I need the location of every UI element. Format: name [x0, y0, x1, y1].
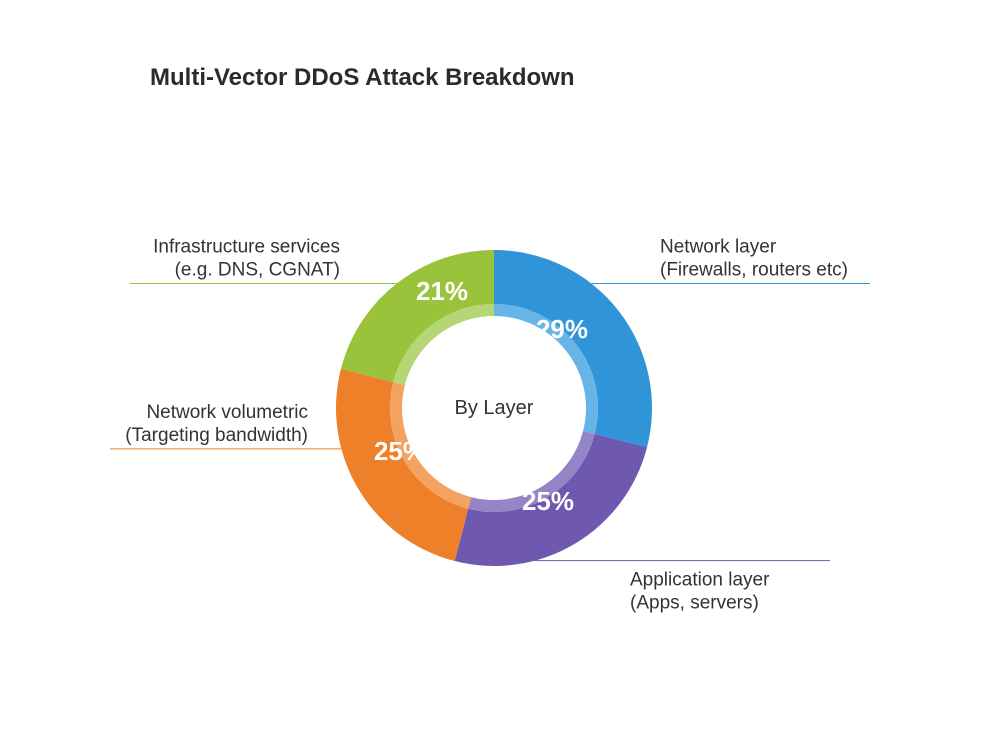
donut-chart: By Layer 29% 25% 25% 21% Network layer(Firewa…: [0, 0, 987, 744]
pct-label-network-volumetric: 25%: [374, 436, 426, 466]
callout-application-layer-line1: (Apps, servers): [630, 593, 759, 614]
callout-network-volumetric-line1: (Targeting bandwidth): [125, 425, 308, 446]
callout-application-layer-line0: Application layer: [630, 570, 770, 591]
pct-label-network-layer: 29%: [536, 314, 588, 344]
callout-infrastructure-services-line1: (e.g. DNS, CGNAT): [175, 259, 340, 280]
callout-network-layer-line0: Network layer: [660, 237, 777, 258]
callout-network-volumetric-line0: Network volumetric: [146, 402, 308, 423]
callout-infrastructure-services-line0: Infrastructure services: [153, 237, 340, 258]
pct-label-application-layer: 25%: [522, 486, 574, 516]
callout-network-layer-line1: (Firewalls, routers etc): [660, 259, 848, 280]
center-label: By Layer: [455, 397, 534, 419]
pct-label-infrastructure-services: 21%: [416, 276, 468, 306]
chart-title: Multi-Vector DDoS Attack Breakdown: [150, 64, 575, 92]
